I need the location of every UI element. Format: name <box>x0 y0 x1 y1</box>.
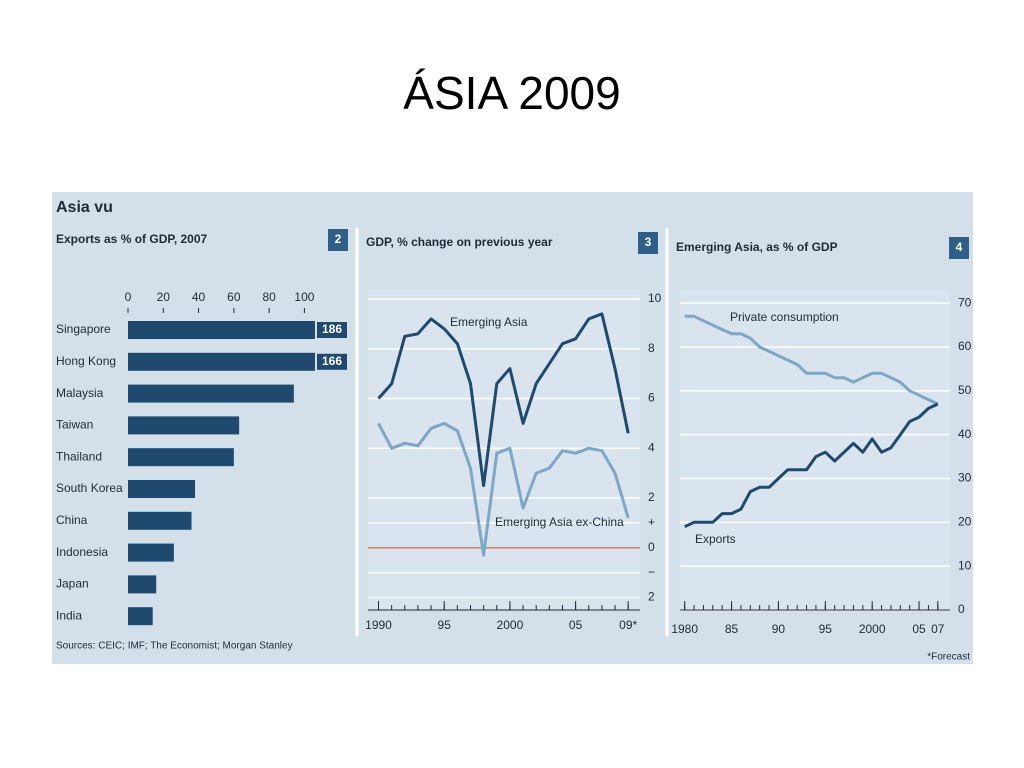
y-tick-label: 60 <box>958 339 972 353</box>
category-label: Taiwan <box>56 418 93 432</box>
x-tick-label: 1980 <box>671 622 698 636</box>
series-label: Private consumption <box>730 310 839 324</box>
bar <box>128 384 294 403</box>
series-label: Exports <box>695 532 736 546</box>
x-tick-label: 40 <box>192 290 206 304</box>
x-tick-label: 2000 <box>497 618 524 632</box>
y-tick-label: + <box>648 515 655 529</box>
x-tick-label: 95 <box>438 618 452 632</box>
category-label: Thailand <box>56 449 102 463</box>
x-tick-label: 0 <box>125 290 132 304</box>
badge: 2 <box>335 232 342 246</box>
series-line <box>377 421 630 557</box>
y-tick-label: 40 <box>958 427 972 441</box>
panel-title: Asia vu <box>56 199 113 216</box>
chart-title: Exports as % of GDP, 2007 <box>56 232 208 246</box>
bar <box>128 607 153 626</box>
slide-title: ÁSIA 2009 <box>403 67 620 119</box>
x-tick-label: 1990 <box>365 618 392 632</box>
footnote: *Forecast <box>927 652 970 663</box>
series-line <box>684 402 939 529</box>
badge: 3 <box>645 235 652 249</box>
bar <box>128 416 240 435</box>
bar <box>128 543 174 562</box>
bar <box>128 511 192 530</box>
y-tick-label: 2 <box>648 590 655 604</box>
y-tick-label: 10 <box>958 558 972 572</box>
category-label: China <box>56 513 88 527</box>
category-label: Hong Kong <box>56 354 116 368</box>
category-label: Indonesia <box>56 545 108 559</box>
x-tick-label: 07 <box>931 622 945 636</box>
value-label-bg <box>317 353 347 370</box>
value-label-bg <box>317 322 347 338</box>
category-label: Japan <box>56 577 89 591</box>
y-tick-label: 30 <box>958 471 972 485</box>
x-tick-label: 85 <box>725 622 739 636</box>
bar <box>128 575 157 594</box>
x-tick-label: 05 <box>912 622 926 636</box>
y-tick-label: 8 <box>648 341 655 355</box>
bar <box>128 352 315 371</box>
x-tick-label: 60 <box>227 290 241 304</box>
y-tick-label: 2 <box>648 490 655 504</box>
series-line <box>684 314 939 406</box>
badge-bg <box>949 237 969 259</box>
x-tick-label: 100 <box>294 290 314 304</box>
x-tick-label: 09* <box>619 618 637 632</box>
series-label: Emerging Asia ex-China <box>495 515 624 529</box>
bar <box>128 321 315 339</box>
value-label: 166 <box>322 354 342 368</box>
y-tick-label: 50 <box>958 383 972 397</box>
y-tick-label: 6 <box>648 391 655 405</box>
bar <box>128 448 234 467</box>
category-label: India <box>56 608 82 622</box>
source-note: Sources: CEIC; IMF; The Economist; Morga… <box>56 641 293 652</box>
y-tick-label: 0 <box>958 602 965 616</box>
series-line <box>377 312 630 488</box>
series-label: Emerging Asia <box>450 315 528 329</box>
badge-bg <box>328 229 348 251</box>
x-tick-label: 2000 <box>859 622 886 636</box>
x-tick-label: 05 <box>569 618 583 632</box>
category-label: South Korea <box>56 481 123 495</box>
chart-title: GDP, % change on previous year <box>366 235 553 249</box>
value-label: 186 <box>322 322 342 336</box>
category-label: Malaysia <box>56 386 104 400</box>
y-tick-label: 70 <box>958 295 972 309</box>
badge: 4 <box>956 240 963 254</box>
plot-area <box>680 290 950 610</box>
x-tick-label: 90 <box>772 622 786 636</box>
y-tick-label: 20 <box>958 515 972 529</box>
category-label: Singapore <box>56 322 111 336</box>
bar <box>128 480 196 498</box>
y-tick-label: 4 <box>648 440 655 454</box>
x-tick-label: 80 <box>262 290 276 304</box>
x-tick-label: 20 <box>157 290 171 304</box>
badge-bg <box>638 232 658 254</box>
y-tick-label: − <box>648 565 655 579</box>
y-tick-label: 10 <box>648 291 662 305</box>
y-tick-label: 0 <box>648 540 655 554</box>
x-tick-label: 95 <box>819 622 833 636</box>
chart-title: Emerging Asia, as % of GDP <box>676 240 838 254</box>
